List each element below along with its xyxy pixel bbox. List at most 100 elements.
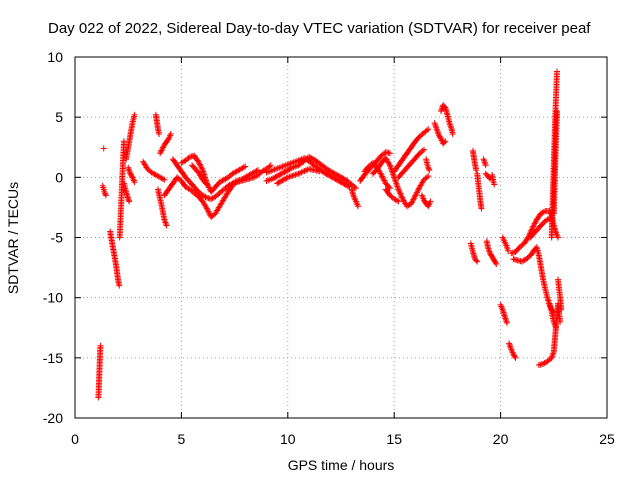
data-point [336, 178, 343, 185]
data-track [263, 155, 353, 190]
data-point [240, 164, 247, 171]
data-point [492, 259, 499, 266]
data-track [95, 342, 104, 401]
data-point [531, 220, 538, 227]
data-track [178, 152, 249, 195]
data-point [131, 111, 138, 118]
data-point [530, 222, 537, 229]
data-track [152, 111, 163, 138]
plot-frame [74, 56, 608, 419]
data-point [528, 226, 535, 233]
data-point [322, 170, 329, 177]
data-point [425, 173, 432, 180]
data-point [528, 227, 535, 234]
data-point [411, 195, 418, 202]
data-point [331, 175, 338, 182]
x-tick-label: 5 [178, 431, 186, 447]
data-point [156, 131, 163, 138]
data-point [205, 208, 212, 215]
y-tick-label: 5 [55, 109, 63, 125]
data-track [107, 228, 123, 289]
data-point [271, 174, 278, 181]
data-point [524, 235, 531, 242]
data-point [408, 199, 415, 206]
data-point [433, 124, 440, 131]
data-point [511, 353, 518, 360]
data-track [189, 162, 210, 188]
data-point [426, 167, 433, 174]
data-point [552, 323, 559, 330]
data-point [399, 194, 406, 201]
data-track [499, 234, 512, 254]
data-point [277, 171, 284, 178]
data-point [412, 192, 419, 199]
data-point [503, 318, 510, 325]
data-point [448, 124, 455, 131]
data-point [159, 146, 166, 153]
data-point [195, 158, 202, 165]
data-track [157, 131, 174, 157]
y-tick-label: -5 [51, 230, 64, 246]
data-point [397, 190, 404, 197]
data-point [232, 178, 239, 185]
data-point [161, 216, 168, 223]
data-point [162, 220, 169, 227]
data-point [550, 350, 557, 357]
data-track [423, 156, 433, 174]
data-point [423, 174, 430, 181]
data-point [269, 175, 276, 182]
data-point [540, 208, 547, 215]
data-point [97, 342, 104, 349]
data-point [131, 179, 138, 186]
data-point [480, 156, 487, 163]
data-point [203, 205, 210, 212]
data-point [345, 183, 352, 190]
data-point [278, 170, 285, 177]
data-point [275, 172, 282, 179]
data-point [425, 126, 432, 133]
data-point [125, 197, 132, 204]
data-track [431, 120, 449, 147]
data-point [408, 200, 415, 207]
data-point [396, 187, 403, 194]
data-point [125, 164, 132, 171]
data-point [419, 147, 426, 154]
y-axis-label: SDTVAR / TECUs [5, 182, 21, 294]
data-point [447, 123, 454, 130]
data-point [327, 173, 334, 180]
data-point [478, 205, 485, 212]
data-point [395, 198, 402, 205]
data-track [100, 145, 107, 152]
data-point [342, 181, 349, 188]
data-point [281, 169, 288, 176]
data-point [423, 127, 430, 134]
data-point [413, 189, 420, 196]
data-track [391, 126, 432, 175]
data-point [502, 316, 509, 323]
data-point [289, 172, 296, 179]
data-point [159, 144, 166, 151]
data-point [493, 260, 500, 267]
data-point [512, 354, 519, 361]
data-track [120, 180, 133, 205]
data-point [316, 168, 323, 175]
data-point [530, 223, 537, 230]
data-point [333, 176, 340, 183]
data-point [491, 181, 498, 188]
data-point [427, 198, 434, 205]
data-point [431, 120, 438, 127]
data-point [502, 315, 509, 322]
data-point [381, 177, 388, 184]
y-tick-label: 10 [47, 49, 63, 65]
data-point [253, 167, 260, 174]
data-point [557, 318, 564, 325]
data-track [369, 155, 432, 210]
data-point [272, 174, 279, 181]
data-point [473, 257, 480, 264]
data-point [196, 160, 203, 167]
data-point [441, 139, 448, 146]
data-point [280, 169, 287, 176]
data-point [283, 167, 290, 174]
data-point [255, 167, 262, 174]
